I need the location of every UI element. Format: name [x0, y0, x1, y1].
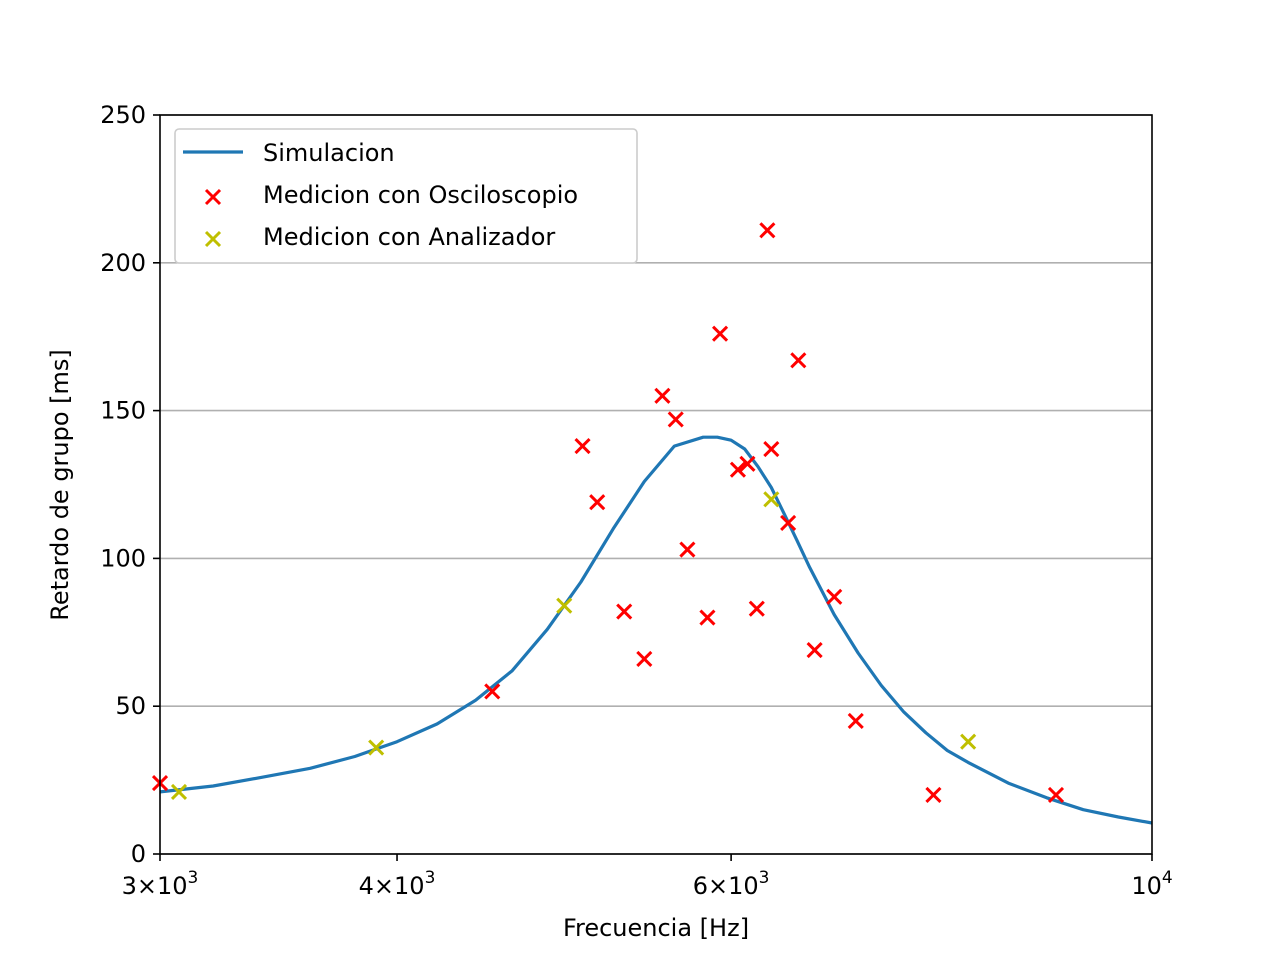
legend-marker-x — [204, 230, 222, 248]
data-point-x — [711, 325, 729, 342]
y-tick-label: 0 — [131, 840, 146, 868]
data-point-x — [699, 609, 716, 626]
data-point-x — [484, 683, 501, 700]
y-tick-label: 200 — [100, 249, 146, 277]
y-axis-ticks: 0 50 100 150 200 250 — [100, 101, 160, 868]
data-point-x — [806, 641, 823, 659]
data-point-x — [739, 455, 756, 472]
y-tick-label: 250 — [100, 101, 146, 129]
y-tick-label: 150 — [100, 397, 146, 425]
plot-area — [151, 222, 1153, 825]
data-point-x — [763, 491, 780, 508]
data-point-x — [759, 222, 776, 239]
data-point-x — [679, 541, 696, 558]
data-point-x — [589, 494, 606, 511]
data-point-x — [925, 786, 942, 803]
legend-entry-label: Medicion con Osciloscopio — [263, 181, 578, 209]
data-point-x — [170, 783, 188, 800]
data-point-x — [556, 597, 573, 614]
data-point-x — [654, 387, 671, 404]
x-axis-ticks: 3×103 4×103 6×103 104 — [122, 854, 1173, 900]
data-point-x — [748, 600, 765, 617]
data-point-x — [826, 588, 843, 605]
x-tick-label: 3×103 — [122, 868, 199, 900]
x-axis-label: Frecuencia [Hz] — [563, 914, 749, 942]
data-point-x — [616, 603, 633, 620]
data-point-x — [636, 650, 653, 667]
y-axis-label: Retardo de grupo [ms] — [46, 349, 74, 621]
y-tick-label: 50 — [115, 692, 146, 720]
data-point-x — [790, 352, 807, 369]
data-point-x — [763, 440, 780, 458]
legend-marker-x — [204, 188, 222, 206]
legend-box — [174, 128, 638, 264]
x-tick-label: 6×103 — [693, 868, 770, 900]
data-point-x — [780, 514, 797, 531]
x-tick-label: 4×103 — [359, 868, 436, 900]
simulation-line — [159, 435, 1153, 825]
data-point-x — [574, 438, 591, 455]
legend: Simulacion Medicion con Osciloscopio Medic… — [174, 128, 638, 264]
data-point-x — [847, 712, 864, 730]
axes-frame — [159, 114, 1153, 855]
legend-entry-label: Simulacion — [263, 139, 395, 167]
data-point-x — [960, 733, 977, 750]
legend-entry-label: Medicion con Analizador — [263, 223, 555, 251]
data-point-x — [368, 739, 385, 756]
y-tick-label: 100 — [100, 544, 146, 572]
data-point-x — [729, 461, 747, 478]
x-tick-label: 104 — [1131, 868, 1172, 900]
data-point-x — [1047, 786, 1065, 803]
data-point-x — [667, 411, 684, 428]
